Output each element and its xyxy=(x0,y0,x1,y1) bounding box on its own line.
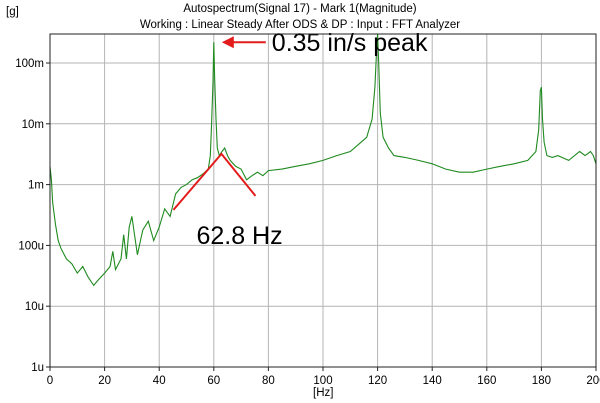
y-tick-label: 1u xyxy=(31,362,44,374)
x-tick-label: 60 xyxy=(207,375,220,387)
x-tick-label: 180 xyxy=(532,375,551,387)
x-tick-label: 160 xyxy=(477,375,496,387)
x-tick-labels: 0 20 40 60 80 100 120 140 160 180 200 xyxy=(47,375,600,387)
plot-frame xyxy=(49,33,597,368)
x-tick-label: 20 xyxy=(98,375,111,387)
grid-lines xyxy=(46,34,597,371)
frequency-marker xyxy=(172,152,257,211)
y-tick-labels: 100m 10m 1m 100u 10u 1u xyxy=(15,58,44,374)
peak-arrow-head xyxy=(221,36,234,49)
x-axis-unit-label: [Hz] xyxy=(313,387,334,399)
y-tick-label: 100m xyxy=(15,58,44,70)
frequency-annotation-text: 62.8 Hz xyxy=(196,222,282,250)
y-tick-label: 10u xyxy=(25,301,44,313)
annotations: 0.35 in/s peak 62.8 Hz xyxy=(172,29,428,250)
y-axis-unit-label: [g] xyxy=(6,6,19,18)
y-tick-label: 10m xyxy=(22,119,44,131)
x-tick-label: 200 xyxy=(586,375,600,387)
x-tick-label: 140 xyxy=(423,375,442,387)
x-tick-label: 120 xyxy=(368,375,387,387)
chart-subtitle: Working : Linear Steady After ODS & DP :… xyxy=(139,19,461,31)
spectrum-series-line xyxy=(49,33,597,287)
y-tick-label: 1m xyxy=(28,180,44,192)
y-tick-label: 100u xyxy=(18,240,44,252)
x-tick-label: 0 xyxy=(47,375,53,387)
x-tick-label: 40 xyxy=(153,375,166,387)
x-tick-label: 80 xyxy=(262,375,275,387)
peak-annotation-text: 0.35 in/s peak xyxy=(272,29,428,57)
x-tick-label: 100 xyxy=(313,375,332,387)
chart-title: Autospectrum(Signal 17) - Mark 1(Magnitu… xyxy=(183,3,417,15)
